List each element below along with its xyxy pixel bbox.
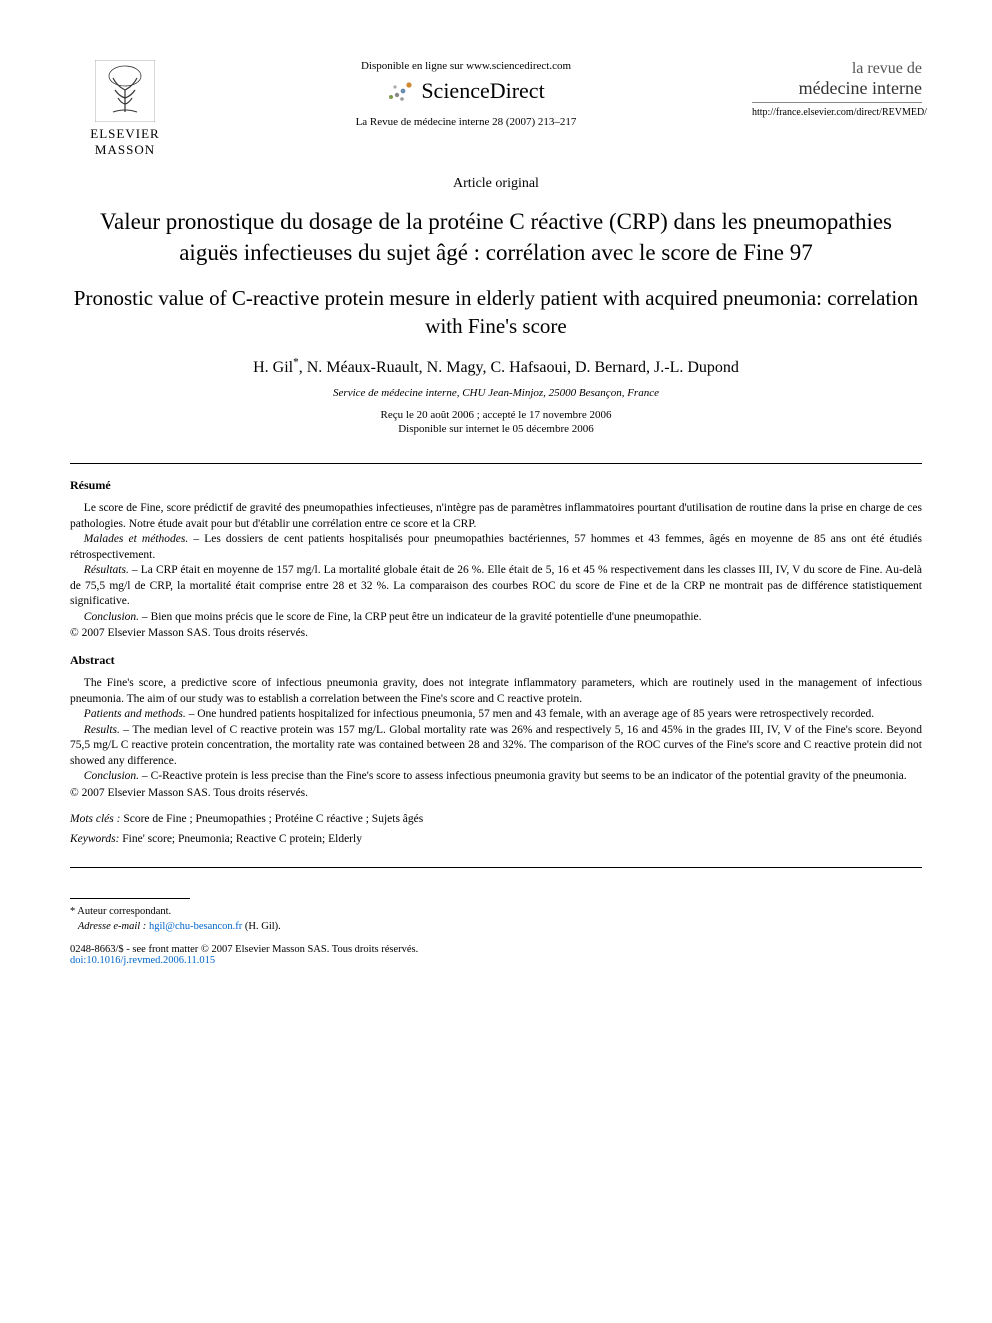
keywords-fr-text: Score de Fine ; Pneumopathies ; Protéine… [120, 813, 423, 825]
resume-conclusion-label: Conclusion. – [84, 611, 151, 623]
resume-copyright: © 2007 Elsevier Masson SAS. Tous droits … [70, 627, 922, 639]
abstract-methods-text: One hundred patients hospitalized for in… [197, 708, 874, 720]
abstract-results: Results. – The median level of C reactiv… [70, 723, 922, 770]
sciencedirect-dots-icon [387, 81, 415, 101]
keywords-english: Keywords: Fine' score; Pneumonia; Reacti… [70, 833, 922, 845]
elsevier-tree-icon [95, 60, 155, 122]
journal-logo-block: la revue de médecine interne http://fran… [752, 60, 922, 118]
keywords-bottom-rule [70, 867, 922, 868]
resume-intro: Le score de Fine, score prédictif de gra… [70, 501, 922, 532]
keywords-french: Mots clés : Score de Fine ; Pneumopathie… [70, 813, 922, 825]
abstract-heading: Abstract [70, 653, 922, 668]
sciencedirect-logo: ScienceDirect [200, 78, 732, 104]
abstract-copyright: © 2007 Elsevier Masson SAS. Tous droits … [70, 787, 922, 799]
resume-results: Résultats. – La CRP était en moyenne de … [70, 563, 922, 610]
received-accepted-dates: Reçu le 20 août 2006 ; accepté le 17 nov… [70, 409, 922, 421]
email-link[interactable]: hgil@chu-besancon.fr [149, 921, 242, 932]
abstract-methods: Patients and methods. – One hundred pati… [70, 707, 922, 723]
doi-link[interactable]: doi:10.1016/j.revmed.2006.11.015 [70, 955, 922, 966]
abstract-methods-label: Patients and methods. – [84, 708, 197, 720]
resume-conclusion-text: Bien que moins précis que le score de Fi… [151, 611, 702, 623]
resume-results-text: La CRP était en moyenne de 157 mg/l. La … [70, 564, 922, 607]
footnote-rule [70, 898, 190, 899]
publisher-name-top: ELSEVIER [90, 126, 159, 142]
corresponding-author-footnote: * Auteur correspondant. Adresse e-mail :… [70, 905, 922, 934]
affiliation: Service de médecine interne, CHU Jean-Mi… [70, 387, 922, 399]
abstract-intro: The Fine's score, a predictive score of … [70, 676, 922, 707]
resume-conclusion: Conclusion. – Bien que moins précis que … [70, 610, 922, 626]
resume-results-label: Résultats. – [84, 564, 141, 576]
authors-text: H. Gil*, N. Méaux-Ruault, N. Magy, C. Ha… [253, 359, 739, 376]
publisher-name-bottom: MASSON [95, 142, 155, 158]
email-label: Adresse e-mail : [78, 921, 149, 932]
issn-line: 0248-8663/$ - see front matter © 2007 El… [70, 944, 922, 955]
journal-divider [752, 102, 922, 103]
abstract-conclusion: Conclusion. – C-Reactive protein is less… [70, 769, 922, 785]
center-header: Disponible en ligne sur www.sciencedirec… [180, 60, 752, 128]
abstract-conclusion-text: C-Reactive protein is less precise than … [151, 770, 907, 782]
article-type: Article original [70, 176, 922, 192]
resume-methods-label: Malades et méthodes. – [84, 533, 204, 545]
resume-body: Le score de Fine, score prédictif de gra… [70, 501, 922, 625]
email-suffix: (H. Gil). [242, 921, 281, 932]
keywords-en-label: Keywords: [70, 833, 119, 845]
publisher-logo: ELSEVIER MASSON [70, 60, 180, 158]
abstract-conclusion-label: Conclusion. – [84, 770, 151, 782]
authors-line: H. Gil*, N. Méaux-Ruault, N. Magy, C. Ha… [70, 357, 922, 377]
corr-author-label: * Auteur correspondant. [70, 905, 922, 920]
doi-block: 0248-8663/$ - see front matter © 2007 El… [70, 944, 922, 966]
resume-block: Résumé Le score de Fine, score prédictif… [70, 478, 922, 639]
abstract-body: The Fine's score, a predictive score of … [70, 676, 922, 785]
abstract-results-text: The median level of C reactive protein w… [70, 724, 922, 767]
sciencedirect-text: ScienceDirect [421, 78, 544, 104]
journal-reference: La Revue de médecine interne 28 (2007) 2… [200, 116, 732, 128]
journal-name-light: la revue de [752, 60, 922, 78]
abstract-block: Abstract The Fine's score, a predictive … [70, 653, 922, 799]
abstract-top-rule [70, 463, 922, 464]
journal-name-bold: médecine interne [752, 78, 922, 99]
keywords-en-text: Fine' score; Pneumonia; Reactive C prote… [119, 833, 362, 845]
resume-methods: Malades et méthodes. – Les dossiers de c… [70, 532, 922, 563]
abstract-results-label: Results. – [84, 724, 133, 736]
resume-heading: Résumé [70, 478, 922, 493]
page-header: ELSEVIER MASSON Disponible en ligne sur … [70, 60, 922, 158]
availability-text: Disponible en ligne sur www.sciencedirec… [200, 60, 732, 72]
journal-url: http://france.elsevier.com/direct/REVMED… [752, 107, 922, 118]
online-date: Disponible sur internet le 05 décembre 2… [70, 423, 922, 435]
corr-author-email-line: Adresse e-mail : hgil@chu-besancon.fr (H… [70, 920, 922, 935]
keywords-fr-label: Mots clés : [70, 813, 120, 825]
title-english: Pronostic value of C-reactive protein me… [70, 284, 922, 341]
title-french: Valeur pronostique du dosage de la proté… [70, 206, 922, 268]
